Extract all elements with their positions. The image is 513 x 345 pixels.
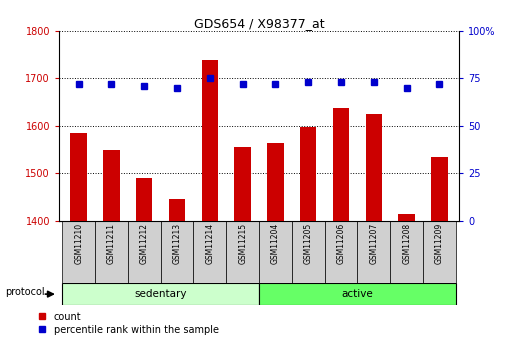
Bar xyxy=(70,133,87,221)
Text: GSM11205: GSM11205 xyxy=(304,223,313,264)
Text: GSM11213: GSM11213 xyxy=(172,223,182,264)
Title: GDS654 / X98377_at: GDS654 / X98377_at xyxy=(194,17,324,30)
Bar xyxy=(300,127,317,221)
Legend: count, percentile rank within the sample: count, percentile rank within the sample xyxy=(38,312,219,335)
Text: GSM11211: GSM11211 xyxy=(107,223,116,264)
Text: GSM11208: GSM11208 xyxy=(402,223,411,264)
Bar xyxy=(325,221,358,283)
Bar xyxy=(161,221,193,283)
Bar xyxy=(399,214,415,221)
Bar xyxy=(62,283,259,305)
Bar xyxy=(390,221,423,283)
Bar xyxy=(202,59,218,221)
Bar xyxy=(95,221,128,283)
Bar xyxy=(423,221,456,283)
Bar xyxy=(259,283,456,305)
Bar xyxy=(234,147,251,221)
Text: GSM11215: GSM11215 xyxy=(238,223,247,264)
Bar xyxy=(267,142,284,221)
Bar xyxy=(259,221,292,283)
Text: GSM11206: GSM11206 xyxy=(337,223,346,264)
Bar xyxy=(292,221,325,283)
Text: GSM11207: GSM11207 xyxy=(369,223,379,264)
Text: GSM11209: GSM11209 xyxy=(435,223,444,264)
Text: GSM11210: GSM11210 xyxy=(74,223,83,264)
Text: GSM11212: GSM11212 xyxy=(140,223,149,264)
Text: active: active xyxy=(342,289,373,299)
Text: GSM11214: GSM11214 xyxy=(205,223,214,264)
Bar xyxy=(62,221,95,283)
Bar xyxy=(431,157,448,221)
Bar xyxy=(136,178,152,221)
Bar xyxy=(193,221,226,283)
Bar xyxy=(333,108,349,221)
Bar xyxy=(103,150,120,221)
Text: GSM11204: GSM11204 xyxy=(271,223,280,264)
Bar xyxy=(366,114,382,221)
Bar xyxy=(128,221,161,283)
Bar xyxy=(358,221,390,283)
Text: protocol: protocol xyxy=(5,287,45,297)
Text: sedentary: sedentary xyxy=(134,289,187,299)
Bar xyxy=(169,199,185,221)
Bar xyxy=(226,221,259,283)
